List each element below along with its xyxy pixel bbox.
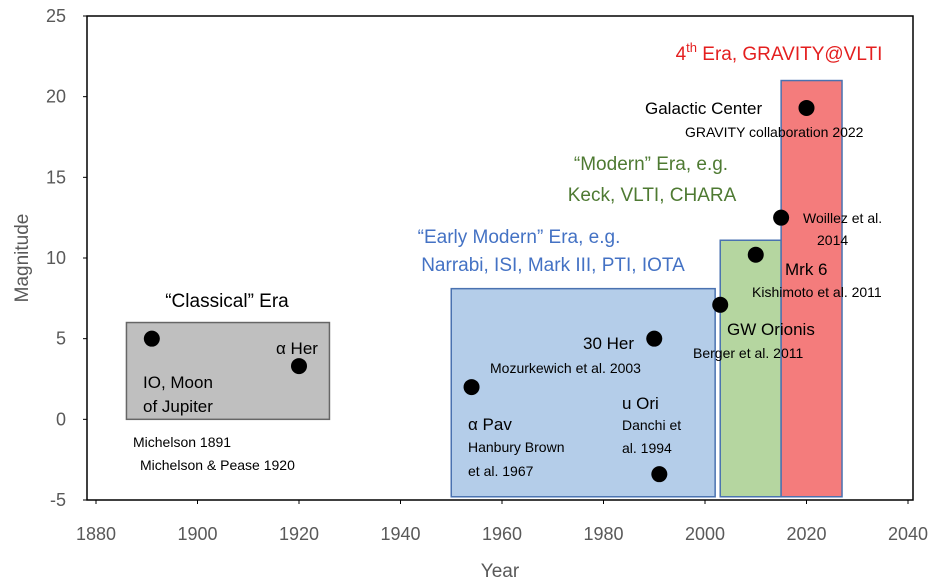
data-point xyxy=(712,296,729,313)
annotation: Michelson 1891 xyxy=(133,434,231,450)
x-tick-label: 1940 xyxy=(380,524,420,544)
x-tick-label: 2020 xyxy=(786,524,826,544)
y-axis-label: Magnitude xyxy=(12,214,33,303)
era-label: “Early Modern” Era, e.g. xyxy=(418,227,621,248)
x-axis-label: Year xyxy=(481,561,520,581)
annotation: of Jupiter xyxy=(143,397,213,416)
annotation: α Pav xyxy=(468,415,512,434)
y-tick-label: 25 xyxy=(46,6,66,26)
y-tick-label: 10 xyxy=(46,248,66,268)
annotation: Mrk 6 xyxy=(785,260,828,279)
x-tick-label: 1960 xyxy=(482,524,522,544)
era-box xyxy=(450,287,716,498)
data-point xyxy=(291,358,307,375)
annotation: Berger et al. 2011 xyxy=(693,345,803,361)
annotation: Mozurkewich et al. 2003 xyxy=(490,360,641,376)
x-tick-label: 2000 xyxy=(685,524,725,544)
y-tick-label: 20 xyxy=(46,87,66,107)
annotation: al. 1994 xyxy=(622,440,672,456)
era-box xyxy=(719,239,782,498)
data-point xyxy=(747,246,764,263)
annotation: α Her xyxy=(276,339,318,358)
annotation: u Ori xyxy=(622,394,659,413)
annotation: GRAVITY collaboration 2022 xyxy=(685,124,864,140)
x-tick-label: 2040 xyxy=(888,524,928,544)
y-tick-label: -5 xyxy=(50,490,66,510)
annotation: Woillez et al. xyxy=(803,210,882,226)
annotation: IO, Moon xyxy=(143,373,213,392)
annotation: Galactic Center xyxy=(645,99,762,118)
annotation: 2014 xyxy=(817,232,848,248)
era-label: Narrabi, ISI, Mark III, PTI, IOTA xyxy=(421,255,685,276)
y-tick-label: 5 xyxy=(56,329,66,349)
era-label: Keck, VLTI, CHARA xyxy=(568,185,737,206)
era-label: “Classical” Era xyxy=(165,291,289,312)
data-point xyxy=(463,379,480,396)
era-label: 4th Era, GRAVITY@VLTI xyxy=(676,40,883,65)
data-point xyxy=(646,330,663,347)
era-label-sup: th xyxy=(686,40,697,55)
annotation: Hanbury Brown xyxy=(468,439,565,455)
era-box xyxy=(780,79,843,498)
annotation: 30 Her xyxy=(583,334,634,353)
era-label-part: Era, GRAVITY@VLTI xyxy=(697,44,882,65)
x-tick-label: 1980 xyxy=(583,524,623,544)
annotation: Michelson & Pease 1920 xyxy=(140,457,295,473)
annotation: Kishimoto et al. 2011 xyxy=(752,284,882,300)
annotation: GW Orionis xyxy=(727,320,815,339)
y-tick-label: 15 xyxy=(46,167,66,187)
era-label-part: 4 xyxy=(676,44,687,65)
x-tick-label: 1900 xyxy=(177,524,217,544)
data-point xyxy=(651,466,668,483)
annotation: Danchi et xyxy=(622,417,681,433)
x-tick-label: 1920 xyxy=(279,524,319,544)
x-tick-label: 1880 xyxy=(76,524,116,544)
data-point xyxy=(773,209,790,226)
annotation: et al. 1967 xyxy=(468,463,534,479)
data-point xyxy=(798,99,815,116)
y-tick-label: 0 xyxy=(56,409,66,429)
era-label: “Modern” Era, e.g. xyxy=(574,154,728,175)
data-point xyxy=(143,330,160,347)
